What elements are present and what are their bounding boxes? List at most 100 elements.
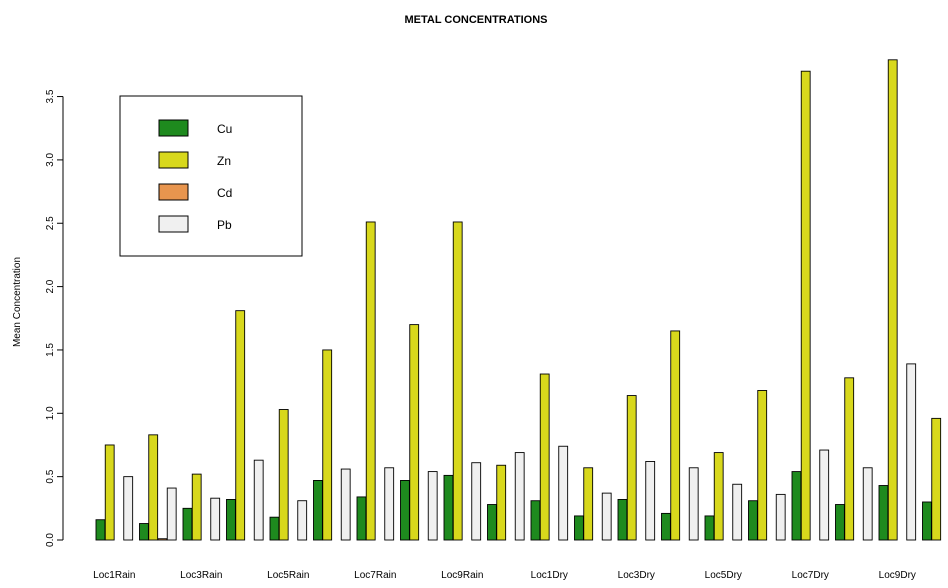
bar-group: [183, 474, 220, 540]
bar-zn: [105, 445, 114, 540]
bar-zn: [410, 325, 419, 540]
bar-cu: [749, 501, 758, 540]
bar-cu: [270, 517, 279, 540]
x-tick-label: Loc7Dry: [792, 570, 829, 581]
y-tick-label: 0.0: [45, 533, 56, 547]
bar-zn: [714, 453, 723, 540]
bar-group: [96, 445, 133, 540]
bar-cu: [96, 520, 105, 540]
bar-group: [314, 350, 351, 540]
legend-label: Cd: [217, 186, 232, 200]
bar-cu: [923, 502, 932, 540]
bar-pb: [298, 501, 307, 540]
bar-group: [879, 60, 916, 540]
x-tick-label: Loc1Rain: [93, 570, 135, 581]
bar-cu: [836, 505, 845, 540]
y-axis-title: Mean Concentration: [12, 257, 23, 347]
bar-zn: [758, 390, 767, 540]
bar-zn: [453, 222, 462, 540]
bar-cu: [183, 508, 192, 540]
bar-cd: [158, 539, 167, 540]
bar-pb: [341, 469, 350, 540]
x-tick-label: Loc3Rain: [180, 570, 222, 581]
legend-swatch: [159, 184, 188, 200]
bar-pb: [689, 468, 698, 540]
bar-pb: [863, 468, 872, 540]
y-tick-label: 2.0: [45, 279, 56, 293]
bar-group: [836, 378, 873, 540]
bar-group: [531, 374, 568, 540]
x-tick-label: Loc9Dry: [879, 570, 916, 581]
legend-swatch: [159, 152, 188, 168]
bar-pb: [428, 472, 437, 540]
bar-zn: [627, 396, 636, 540]
bar-group: [140, 435, 177, 540]
bar-zn: [932, 418, 941, 540]
bar-zn: [366, 222, 375, 540]
bar-group: [444, 222, 481, 540]
bar-pb: [559, 446, 568, 540]
legend-swatch: [159, 120, 188, 136]
x-tick-label: Loc7Rain: [354, 570, 396, 581]
bar-cu: [314, 480, 323, 540]
bar-zn: [236, 311, 245, 540]
bar-pb: [167, 488, 176, 540]
bar-pb: [646, 461, 655, 540]
bar-zn: [584, 468, 593, 540]
bar-zn: [149, 435, 158, 540]
bar-zn: [323, 350, 332, 540]
bar-group: [488, 453, 525, 540]
bar-cu: [357, 497, 366, 540]
bar-group: [357, 222, 394, 540]
bar-pb: [211, 498, 220, 540]
bar-group: [618, 396, 655, 540]
bar-cu: [792, 472, 801, 540]
bar-cu: [227, 499, 236, 540]
bar-zn: [192, 474, 201, 540]
bar-group: [705, 453, 742, 540]
y-tick-label: 3.5: [45, 89, 56, 103]
bar-zn: [888, 60, 897, 540]
bar-zn: [497, 465, 506, 540]
x-tick-label: Loc9Rain: [441, 570, 483, 581]
chart-title: METAL CONCENTRATIONS: [405, 14, 548, 26]
y-tick-label: 1.0: [45, 406, 56, 420]
bar-group: [662, 331, 699, 540]
y-tick-label: 3.0: [45, 153, 56, 167]
bar-pb: [602, 493, 611, 540]
bar-zn: [845, 378, 854, 540]
bar-cu: [662, 513, 671, 540]
x-tick-label: Loc5Dry: [705, 570, 742, 581]
bar-pb: [385, 468, 394, 540]
legend-label: Zn: [217, 154, 231, 168]
bar-zn: [279, 410, 288, 541]
bar-zn: [540, 374, 549, 540]
bar-pb: [124, 477, 133, 540]
bar-pb: [472, 463, 481, 540]
x-tick-label: Loc1Dry: [531, 570, 568, 581]
legend-label: Pb: [217, 218, 232, 232]
bar-group: [270, 410, 307, 541]
bar-group: [227, 311, 264, 540]
bar-zn: [801, 71, 810, 540]
bar-cu: [575, 516, 584, 540]
y-tick-label: 0.5: [45, 469, 56, 483]
legend-swatch: [159, 216, 188, 232]
bar-pb: [733, 484, 742, 540]
bar-cu: [401, 480, 410, 540]
bar-zn: [671, 331, 680, 540]
bar-cu: [531, 501, 540, 540]
bar-cu: [618, 499, 627, 540]
bar-pb: [907, 364, 916, 540]
bar-cu: [140, 524, 149, 540]
legend-label: Cu: [217, 122, 232, 136]
bar-pb: [254, 460, 263, 540]
bar-group: [749, 390, 786, 540]
bar-pb: [820, 450, 829, 540]
bar-group: [575, 468, 612, 540]
bar-group: [401, 325, 438, 540]
bar-group: [923, 418, 948, 540]
y-axis: 0.00.51.01.52.02.53.03.5: [45, 89, 63, 547]
